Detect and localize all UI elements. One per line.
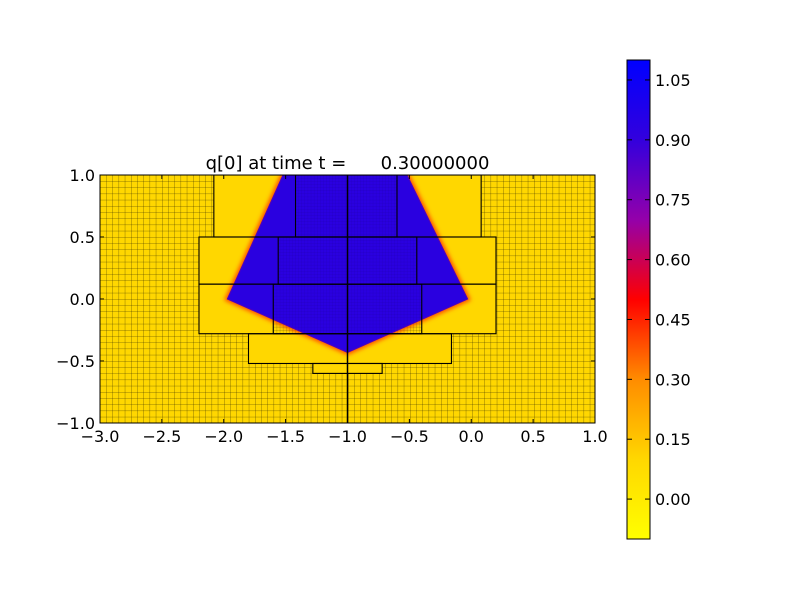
x-tick-label: 0.5 xyxy=(520,427,545,446)
region-fine-grid xyxy=(295,175,397,237)
y-tick-label: 0.0 xyxy=(70,290,95,309)
x-tick-label: −2.0 xyxy=(204,427,243,446)
x-tick-label: −3.0 xyxy=(81,427,120,446)
x-tick-label: 1.0 xyxy=(582,427,607,446)
colorbar-tick-label: 0.30 xyxy=(655,370,691,389)
plot-area xyxy=(100,175,595,423)
colorbar-gradient xyxy=(626,59,651,540)
colorbar-tick-label: 0.45 xyxy=(655,310,691,329)
colorbar: 0.00 0.15 0.30 0.45 0.60 0.75 0.90 1.05 xyxy=(626,59,691,540)
x-tick-label: 0.0 xyxy=(459,427,484,446)
colorbar-tick-label: 0.15 xyxy=(655,430,691,449)
colorbar-tick-label: 1.05 xyxy=(655,71,691,90)
colorbar-tick-label: 0.90 xyxy=(655,131,691,150)
y-tick-label: 1.0 xyxy=(70,166,95,185)
colorbar-ticks: 0.00 0.15 0.30 0.45 0.60 0.75 0.90 1.05 xyxy=(627,71,691,509)
colorbar-tick-label: 0.60 xyxy=(655,251,691,270)
chart-title: q[0] at time t = 0.30000000 xyxy=(206,153,490,174)
y-axis: −1.0 −0.5 0.0 0.5 1.0 xyxy=(56,166,595,433)
x-tick-label: −1.5 xyxy=(266,427,305,446)
x-tick-label: −2.5 xyxy=(142,427,181,446)
y-tick-label: 0.5 xyxy=(70,228,95,247)
colorbar-tick-label: 0.75 xyxy=(655,191,691,210)
x-tick-label: −0.5 xyxy=(390,427,429,446)
y-tick-label: −1.0 xyxy=(56,414,95,433)
x-axis: −3.0 −2.5 −2.0 −1.5 −1.0 −0.5 0.0 0.5 1.0 xyxy=(81,175,608,446)
colorbar-tick-label: 0.00 xyxy=(655,490,691,509)
x-tick-label: −1.0 xyxy=(328,427,367,446)
y-tick-label: −0.5 xyxy=(56,352,95,371)
